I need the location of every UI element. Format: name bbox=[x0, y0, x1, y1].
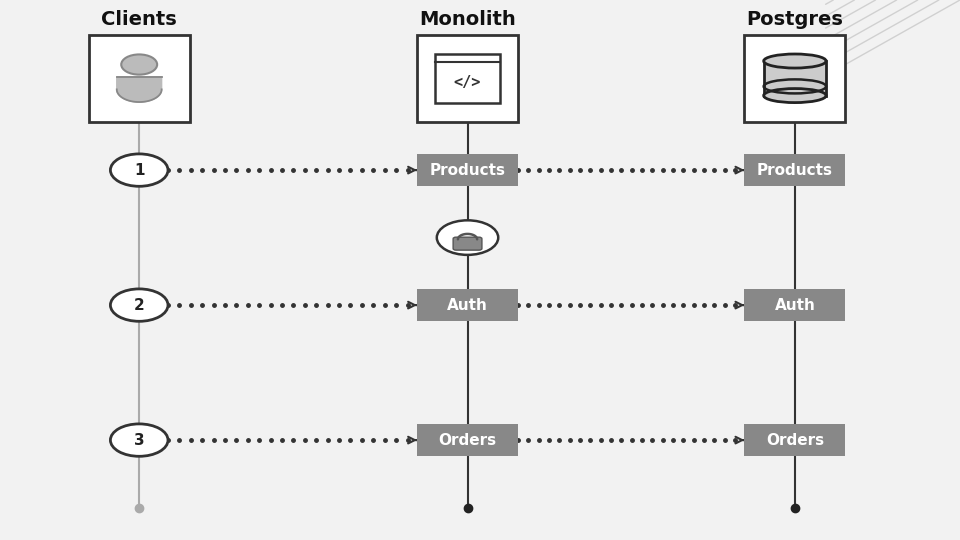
FancyBboxPatch shape bbox=[417, 154, 518, 186]
Ellipse shape bbox=[764, 89, 826, 103]
Text: Clients: Clients bbox=[102, 10, 177, 29]
FancyBboxPatch shape bbox=[417, 289, 518, 321]
FancyBboxPatch shape bbox=[417, 424, 518, 456]
Text: Auth: Auth bbox=[447, 298, 488, 313]
FancyBboxPatch shape bbox=[453, 237, 482, 250]
Text: Auth: Auth bbox=[775, 298, 815, 313]
Text: </>: </> bbox=[454, 75, 481, 90]
FancyBboxPatch shape bbox=[435, 54, 500, 103]
FancyBboxPatch shape bbox=[745, 424, 845, 456]
Polygon shape bbox=[117, 77, 161, 102]
Text: 1: 1 bbox=[134, 163, 144, 178]
Circle shape bbox=[110, 154, 168, 186]
Text: Products: Products bbox=[756, 163, 833, 178]
Text: 3: 3 bbox=[133, 433, 145, 448]
Ellipse shape bbox=[764, 54, 826, 68]
FancyBboxPatch shape bbox=[417, 35, 518, 122]
FancyBboxPatch shape bbox=[745, 35, 845, 122]
Circle shape bbox=[437, 220, 498, 255]
Circle shape bbox=[110, 424, 168, 456]
FancyBboxPatch shape bbox=[745, 289, 845, 321]
Circle shape bbox=[110, 289, 168, 321]
Text: Monolith: Monolith bbox=[420, 10, 516, 29]
FancyBboxPatch shape bbox=[88, 35, 190, 122]
FancyBboxPatch shape bbox=[764, 61, 826, 96]
FancyBboxPatch shape bbox=[745, 154, 845, 186]
Text: Postgres: Postgres bbox=[747, 10, 843, 29]
Text: Orders: Orders bbox=[766, 433, 824, 448]
Text: Orders: Orders bbox=[439, 433, 496, 448]
Text: 2: 2 bbox=[133, 298, 145, 313]
Circle shape bbox=[121, 55, 157, 75]
Text: Products: Products bbox=[429, 163, 506, 178]
